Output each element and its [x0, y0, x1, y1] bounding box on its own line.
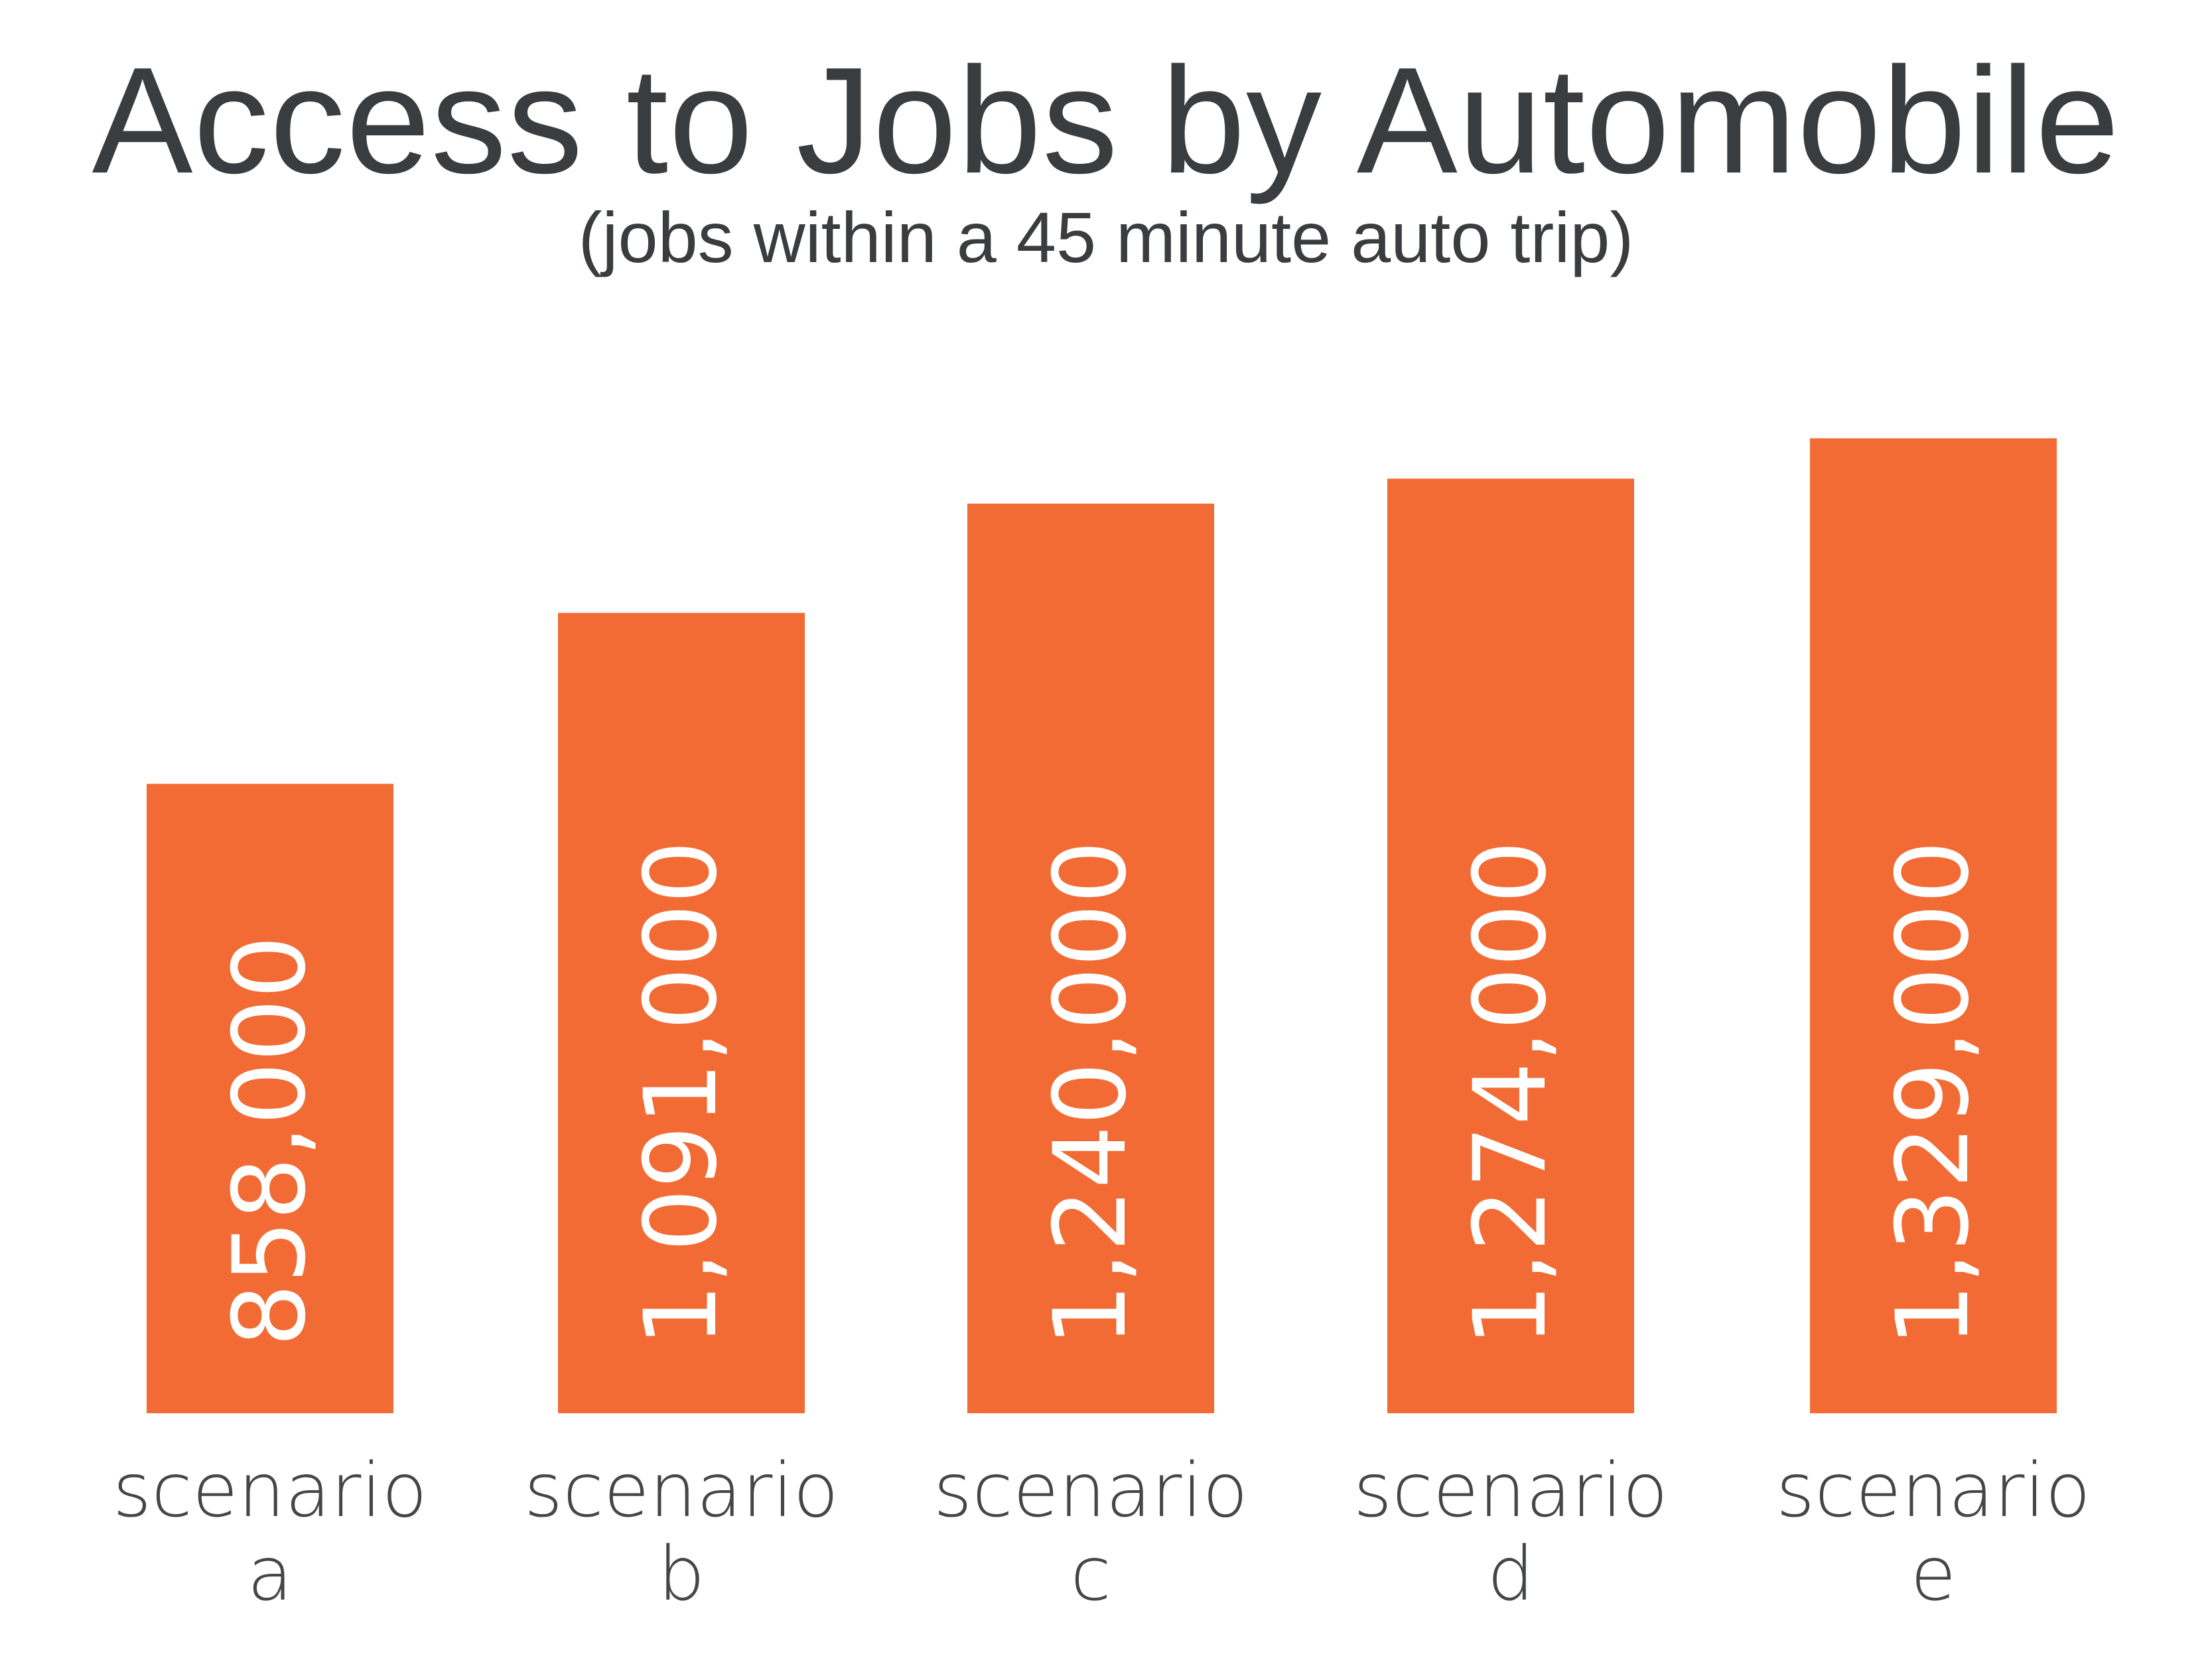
bar-value-label: 1,274,000	[1453, 841, 1568, 1347]
bar-value-label: 1,091,000	[624, 841, 739, 1347]
chart-subtitle: (jobs within a 45 minute auto trip)	[578, 197, 1634, 277]
bar-value-label: 1,329,000	[1876, 841, 1991, 1347]
category-letter: a	[247, 1531, 293, 1618]
category-letter: c	[1070, 1531, 1111, 1618]
category-label: scenario	[1353, 1448, 1668, 1534]
bar-value-label: 858,000	[212, 936, 328, 1347]
category-label: scenario	[1776, 1448, 2091, 1534]
category-letter: e	[1911, 1531, 1957, 1618]
category-letter: b	[657, 1531, 705, 1618]
bar-e	[1810, 438, 2057, 1413]
bar-d	[1387, 478, 1634, 1413]
category-label: scenario	[113, 1448, 427, 1534]
bar-a	[147, 784, 393, 1413]
category-label: scenario	[524, 1448, 839, 1534]
chart-title: Access to Jobs by Automobile	[92, 36, 2120, 205]
bar-value-label: 1,240,000	[1033, 841, 1148, 1347]
category-letter: d	[1487, 1531, 1534, 1618]
category-label: scenario	[933, 1448, 1248, 1534]
bar-b	[558, 612, 805, 1413]
bar-c	[967, 504, 1214, 1413]
